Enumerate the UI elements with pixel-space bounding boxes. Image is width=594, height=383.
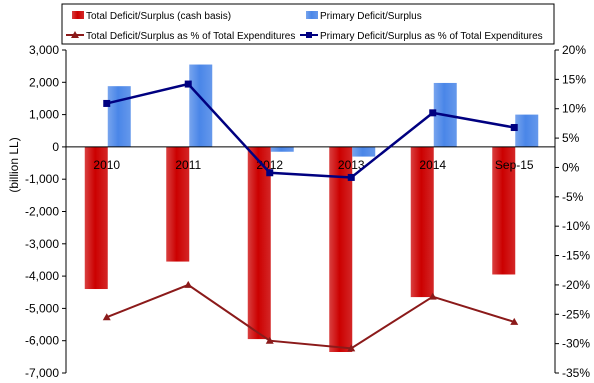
left-tick-label: -4,000 (25, 269, 59, 283)
total-deficit-bar (410, 146, 434, 298)
left-tick-label: -6,000 (25, 334, 59, 348)
total-deficit-bar (166, 146, 190, 262)
category-labels: 2010 2011 2012 2013 2014 Sep-15 (93, 158, 534, 172)
right-tick-label: -5% (562, 190, 584, 204)
right-tick-label: 10% (562, 102, 586, 116)
total-deficit-bar (247, 146, 271, 340)
right-tick-label: -20% (562, 278, 590, 292)
left-tick-label: -7,000 (25, 366, 59, 380)
total-deficit-bar (329, 146, 353, 353)
primary-pct-marker (429, 109, 437, 117)
right-tick-label: 15% (562, 72, 586, 86)
right-axis-ticks: 20% 15% 10% 5% 0% -5% -10% -15% -20% -25% -30% -35% (555, 43, 590, 380)
category-label: 2011 (175, 158, 201, 172)
total-pct-marker (347, 344, 356, 352)
total-pct-line (106, 283, 515, 350)
primary-deficit-bar (189, 64, 213, 147)
left-tick-label: -1,000 (25, 172, 59, 186)
right-tick-label: -15% (562, 249, 590, 263)
left-axis-label: (billion LL) (7, 137, 21, 192)
primary-pct-marker (266, 169, 274, 177)
total-pct-marker (102, 313, 111, 321)
category-label: Sep-15 (495, 158, 534, 172)
legend-label: Primary Deficit/Surplus as % of Total Ex… (320, 31, 543, 42)
right-tick-label: 20% (562, 43, 586, 57)
bars (84, 64, 539, 353)
right-tick-label: -10% (562, 219, 590, 233)
left-tick-label: 2,000 (29, 75, 59, 89)
left-axis-ticks: 3,000 2,000 1,000 0 -1,000 -2,000 -3,000 -4,000… (25, 43, 66, 380)
legend-marker (71, 31, 79, 38)
left-tick-label: 0 (52, 140, 59, 154)
primary-pct-marker (347, 173, 355, 181)
total-pct-marker (184, 280, 193, 288)
right-tick-label: -35% (562, 366, 590, 380)
category-label: 2012 (256, 158, 283, 172)
category-label: 2010 (93, 158, 120, 172)
right-tick-label: -30% (562, 337, 590, 351)
left-tick-label: 1,000 (29, 108, 59, 122)
primary-deficit-bar (107, 86, 131, 147)
total-deficit-bar (84, 146, 108, 290)
legend-swatch (72, 11, 84, 19)
legend-label: Total Deficit/Surplus as % of Total Expe… (86, 31, 295, 42)
right-tick-label: 5% (562, 131, 580, 145)
legend-label: Primary Deficit/Surplus (320, 11, 422, 22)
line-series (102, 80, 519, 352)
category-label: 2014 (419, 158, 446, 172)
primary-pct-marker (184, 80, 192, 88)
primary-pct-marker (103, 99, 111, 107)
right-tick-label: -25% (562, 307, 590, 321)
legend-swatch (306, 11, 318, 19)
total-pct-marker (510, 317, 519, 325)
primary-pct-marker (510, 124, 518, 132)
legend-marker (306, 32, 312, 38)
left-tick-label: -2,000 (25, 205, 59, 219)
left-tick-label: 3,000 (29, 43, 59, 57)
legend-label: Total Deficit/Surplus (cash basis) (86, 11, 231, 22)
primary-pct-line (106, 82, 515, 179)
category-label: 2013 (338, 158, 365, 172)
left-tick-label: -5,000 (25, 301, 59, 315)
total-pct-marker (428, 292, 437, 300)
total-pct-marker (265, 336, 274, 344)
left-tick-label: -3,000 (25, 237, 59, 251)
primary-deficit-bar (515, 114, 539, 147)
primary-deficit-bar (270, 146, 294, 152)
primary-deficit-bar (352, 146, 376, 157)
total-deficit-bar (492, 146, 516, 275)
legend: Total Deficit/Surplus (cash basis) Primar… (66, 11, 543, 42)
right-tick-label: 0% (562, 160, 580, 174)
